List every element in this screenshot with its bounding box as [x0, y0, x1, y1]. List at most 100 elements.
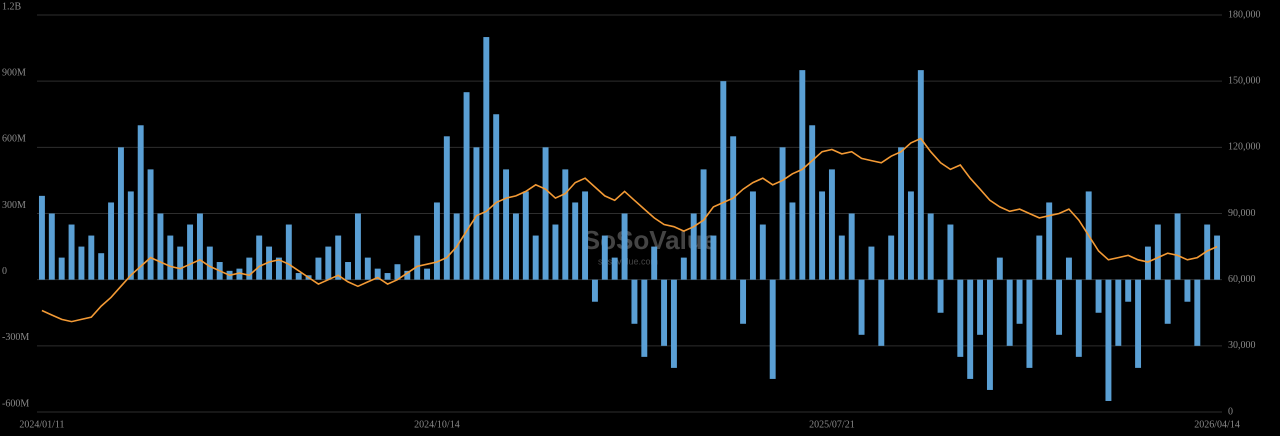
bar: [838, 235, 845, 280]
bar: [424, 268, 431, 280]
bar: [740, 279, 747, 324]
bar: [730, 136, 737, 280]
bar: [117, 147, 124, 280]
bar: [266, 246, 273, 280]
bar: [690, 213, 697, 280]
bar: [38, 195, 45, 280]
bar: [58, 257, 65, 280]
bar: [364, 257, 371, 280]
bar: [206, 246, 213, 280]
bar: [177, 246, 184, 280]
bar: [996, 257, 1003, 280]
bar: [819, 191, 826, 280]
bar: [1075, 279, 1082, 357]
x-tick-label: 2025/07/21: [809, 419, 855, 430]
bar: [878, 279, 885, 346]
bar: [522, 191, 529, 280]
bar: [295, 273, 302, 280]
y-tick-label: 1.2B: [2, 1, 22, 12]
bar: [661, 279, 668, 346]
y-tick-label: 900M: [2, 67, 26, 78]
bar: [68, 224, 75, 280]
y2-tick-label: 0: [1228, 406, 1233, 417]
bar: [947, 224, 954, 280]
bar: [1204, 224, 1211, 280]
bar: [285, 224, 292, 280]
bar: [1135, 279, 1142, 368]
bar: [1026, 279, 1033, 368]
bar: [749, 191, 756, 280]
bar: [88, 235, 95, 280]
bar: [809, 125, 816, 280]
bar: [187, 224, 194, 280]
bar: [127, 191, 134, 280]
bar: [542, 147, 549, 280]
bar: [562, 169, 569, 280]
y2-tick-label: 120,000: [1228, 142, 1261, 153]
bar: [108, 202, 115, 280]
bar: [907, 191, 914, 280]
bar: [384, 273, 391, 280]
bar: [1056, 279, 1063, 335]
bar: [463, 92, 470, 280]
bar: [473, 147, 480, 280]
bar: [433, 202, 440, 280]
bar: [621, 213, 628, 280]
bar: [641, 279, 648, 357]
y-tick-label: 0: [2, 266, 7, 277]
bar: [917, 70, 924, 280]
y2-tick-label: 60,000: [1228, 274, 1256, 285]
y-tick-label: 600M: [2, 134, 26, 145]
bar: [512, 213, 519, 280]
bar: [1046, 202, 1053, 280]
bar: [493, 114, 500, 280]
bar: [779, 147, 786, 280]
bar: [611, 257, 618, 280]
bar: [1115, 279, 1122, 346]
bar: [157, 213, 164, 280]
bar: [443, 136, 450, 280]
bar: [1006, 279, 1013, 346]
x-tick-label: 2024/01/11: [19, 419, 64, 430]
bar: [1214, 235, 1221, 280]
bar: [888, 235, 895, 280]
bar: [1174, 213, 1181, 280]
bar: [1125, 279, 1132, 302]
bar: [167, 235, 174, 280]
bar: [404, 270, 411, 280]
bar: [394, 264, 401, 280]
bar: [977, 279, 984, 335]
bar: [601, 235, 608, 280]
bar: [1105, 279, 1112, 401]
bar: [147, 169, 154, 280]
bar: [868, 246, 875, 280]
bar: [1154, 224, 1161, 280]
bar: [986, 279, 993, 390]
bar: [572, 202, 579, 280]
bar: [828, 169, 835, 280]
bar: [325, 246, 332, 280]
watermark-sub: sosovalue.com: [598, 256, 658, 266]
x-tick-label: 2026/04/14: [1194, 419, 1240, 430]
bar: [236, 268, 243, 280]
y-tick-label: -600M: [2, 398, 29, 409]
bar: [1194, 279, 1201, 346]
price-line: [41, 137, 1218, 323]
y2-tick-label: 180,000: [1228, 9, 1261, 20]
bar: [858, 279, 865, 335]
bar: [275, 257, 282, 280]
bar: [48, 213, 55, 280]
bar: [720, 81, 727, 280]
bar: [78, 246, 85, 280]
bar: [345, 262, 352, 280]
bar: [354, 213, 361, 280]
bar: [374, 268, 381, 280]
bar: [759, 224, 766, 280]
bar: [582, 191, 589, 280]
bar: [591, 279, 598, 302]
bar: [799, 70, 806, 280]
bar: [937, 279, 944, 313]
bar: [1164, 279, 1171, 324]
